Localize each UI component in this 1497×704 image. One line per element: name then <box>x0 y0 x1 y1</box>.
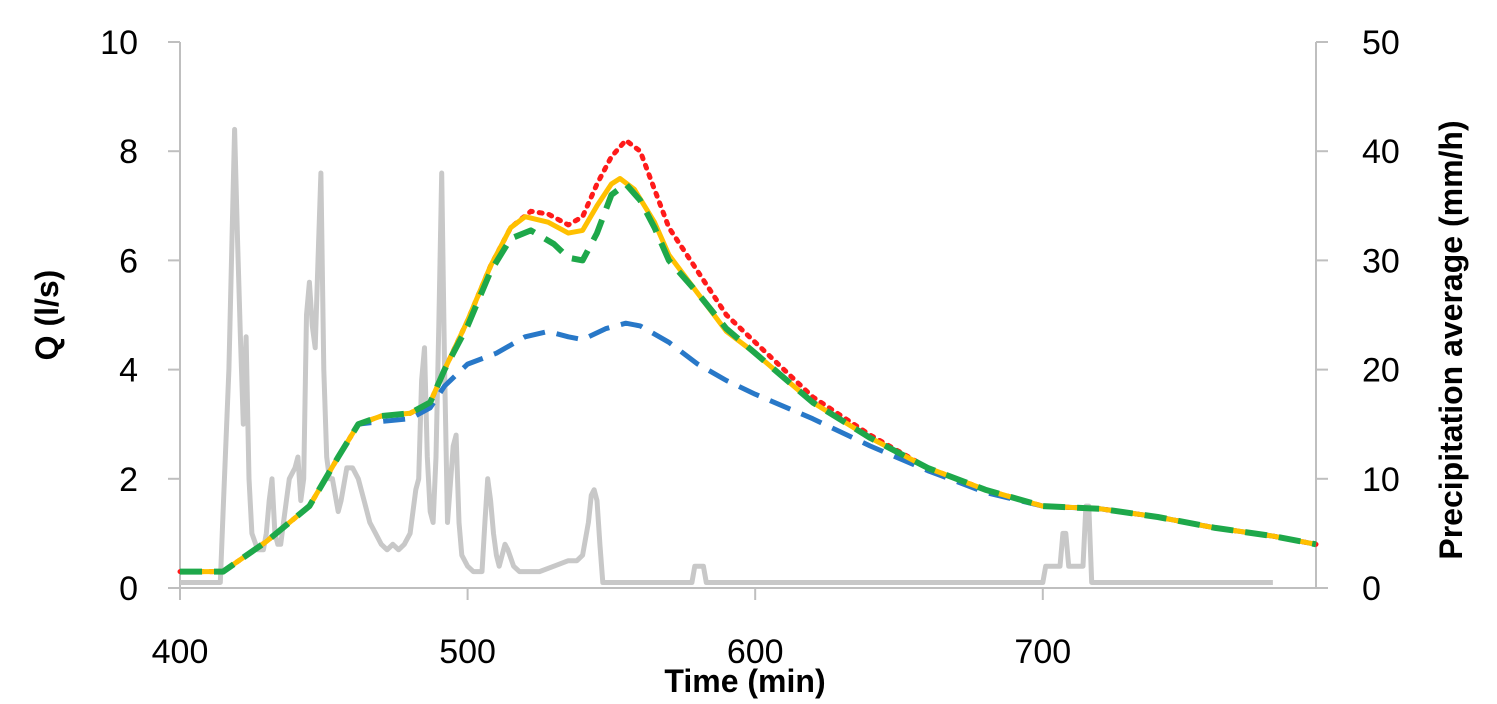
right-axis: 0 10 20 30 40 50 <box>1315 24 1400 608</box>
x-axis-title: Time (min) <box>664 663 825 699</box>
y2-axis-title: Precipitation average (mm/h) <box>1433 120 1469 559</box>
left-axis: 0 2 4 6 8 10 <box>100 24 181 608</box>
x-axis: 400 500 600 700 <box>152 587 1316 671</box>
left-tick-label: 4 <box>119 352 138 390</box>
left-tick-label: 0 <box>119 570 138 608</box>
x-tick-label: 500 <box>439 633 496 671</box>
x-tick-label: 600 <box>727 633 784 671</box>
left-axis-ticks: 0 2 4 6 8 10 <box>100 24 180 608</box>
left-tick-label: 8 <box>119 133 138 171</box>
y-axis-title: Q (l/s) <box>29 270 65 361</box>
left-tick-label: 2 <box>119 461 138 499</box>
right-tick-label: 0 <box>1362 570 1381 608</box>
right-tick-label: 50 <box>1362 24 1400 62</box>
right-tick-label: 40 <box>1362 133 1400 171</box>
right-tick-label: 20 <box>1362 352 1400 390</box>
right-axis-ticks: 0 10 20 30 40 50 <box>1316 24 1400 608</box>
x-axis-ticks: 400 500 600 700 <box>152 588 1071 671</box>
series-line-gray-precip <box>180 126 1273 585</box>
series-line-green-dashed <box>180 181 1317 575</box>
series-line-red-dotted <box>177 137 1319 575</box>
right-tick-label: 30 <box>1362 242 1400 280</box>
x-tick-label: 700 <box>1014 633 1071 671</box>
right-tick-label: 10 <box>1362 461 1400 499</box>
x-tick-label: 400 <box>152 633 209 671</box>
series-layer <box>177 126 1319 585</box>
left-tick-label: 6 <box>119 242 138 280</box>
left-tick-label: 10 <box>100 24 138 62</box>
